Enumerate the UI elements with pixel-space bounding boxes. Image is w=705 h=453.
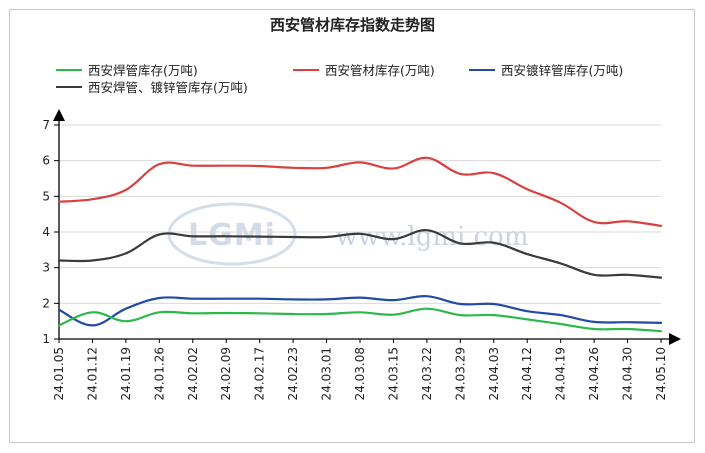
x-tick-label-6: 24.02.17 — [253, 347, 267, 400]
x-tick-label-1: 24.01.12 — [85, 347, 99, 400]
series-line-1 — [57, 307, 663, 333]
y-tick-label-3: 4 — [42, 225, 50, 239]
legend-label-series-3: 西安镀锌管库存(万吨) — [501, 63, 624, 78]
y-tick-label-0: 1 — [42, 332, 50, 346]
x-tick-label-9: 24.03.08 — [353, 347, 367, 400]
y-tick-label-1: 2 — [42, 296, 50, 310]
y-tick-label-4: 5 — [42, 189, 50, 203]
x-tick-label-15: 24.04.19 — [554, 347, 568, 400]
legend-swatch-series-1 — [56, 68, 82, 71]
x-tick-label-0: 24.01.05 — [52, 347, 66, 400]
chart-frame — [9, 9, 695, 443]
legend-label-series-2: 西安管材库存(万吨) — [325, 63, 435, 78]
x-tick-label-14: 24.04.12 — [520, 347, 534, 400]
x-tick-label-17: 24.04.30 — [621, 347, 635, 400]
y-tick-label-2: 3 — [42, 261, 50, 275]
legend-item-series-3: 西安镀锌管库存(万吨) — [469, 60, 623, 79]
x-tick-label-13: 24.04.03 — [487, 347, 501, 400]
y-tick-label-5: 6 — [42, 154, 50, 168]
watermark: LGMi www.lgmi.com — [167, 202, 529, 266]
legend-swatch-series-2 — [293, 68, 319, 71]
y-tick-label-6: 7 — [42, 118, 50, 132]
legend-item-series-1: 西安焊管库存(万吨) — [56, 60, 198, 79]
legend-label-series-4: 西安焊管、镀锌管库存(万吨) — [88, 80, 248, 95]
series-line-2 — [57, 156, 663, 227]
chart-title: 西安管材库存指数走势图 — [269, 16, 435, 34]
legend-item-series-4: 西安焊管、镀锌管库存(万吨) — [56, 77, 248, 96]
x-tick-label-5: 24.02.09 — [219, 347, 233, 400]
series-line-4 — [57, 229, 663, 279]
x-tick-label-10: 24.03.15 — [386, 347, 400, 400]
gridlines — [59, 124, 661, 304]
series-line-3 — [57, 295, 663, 327]
legend-label-series-1: 西安焊管库存(万吨) — [88, 63, 198, 78]
x-tick-label-2: 24.01.19 — [119, 347, 133, 400]
x-tick-label-11: 24.03.22 — [420, 347, 434, 400]
legend-swatch-series-3 — [469, 68, 495, 71]
x-tick-label-4: 24.02.02 — [186, 347, 200, 400]
x-tick-label-18: 24.05.10 — [654, 347, 668, 400]
x-tick-label-16: 24.04.26 — [587, 347, 601, 400]
x-tick-label-7: 24.02.23 — [286, 347, 300, 400]
y-axis-arrow — [53, 109, 65, 121]
legend-item-series-2: 西安管材库存(万吨) — [293, 60, 435, 79]
x-tick-label-3: 24.01.26 — [152, 347, 166, 400]
series-lines — [57, 156, 663, 333]
x-axis-ticks: 24.01.05 24.01.12 24.01.19 24.01.26 24.02.02… — [52, 339, 668, 400]
watermark-url-text: www.lgmi.com — [335, 222, 528, 252]
y-axis-ticks: 1 2 3 4 5 6 7 — [42, 118, 59, 346]
axes — [53, 109, 681, 345]
x-tick-label-12: 24.03.29 — [453, 347, 467, 400]
legend-swatch-series-4 — [56, 85, 82, 88]
x-axis-arrow — [669, 333, 681, 345]
x-tick-label-8: 24.03.01 — [320, 347, 334, 400]
